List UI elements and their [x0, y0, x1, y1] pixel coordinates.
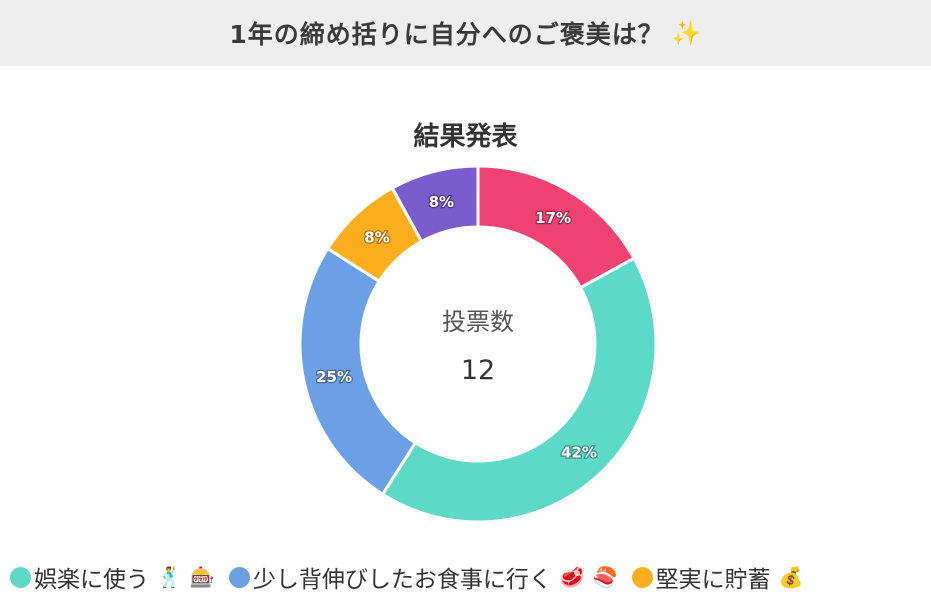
legend-item[interactable]: 娯楽に使う 🕺 🎰	[10, 560, 215, 594]
legend-item[interactable]: 堅実に貯蓄 💰	[631, 560, 804, 594]
vote-count-label: 投票数	[442, 308, 514, 336]
legend-item[interactable]: 少し背伸びしたお食事に行く 🥩 🍣	[228, 560, 618, 594]
slice-percent-label: 25%	[316, 368, 352, 386]
legend-label: 娯楽に使う	[34, 567, 149, 593]
legend-color-dot	[631, 566, 653, 588]
slice-percent-label: 8%	[364, 228, 389, 246]
slice-percent-label: 8%	[429, 193, 454, 211]
legend-emoji-icon: 💰	[778, 565, 804, 589]
legend-emoji-icon: 🎰	[189, 565, 215, 589]
legend-emoji-icon: 🍣	[592, 565, 618, 589]
donut-slice[interactable]	[390, 164, 480, 244]
donut-slice[interactable]	[380, 256, 658, 524]
legend-label: 堅実に貯蓄	[655, 567, 771, 593]
sparkles-icon: ✨	[671, 19, 702, 47]
donut-slice[interactable]	[298, 246, 418, 497]
legend-emoji-icon: 🕺	[157, 565, 182, 589]
legend-color-dot	[10, 566, 31, 588]
page-header: 1年の締め括りに自分へのご褒美は？ ✨	[0, 0, 931, 66]
vote-count-value: 12	[460, 355, 496, 386]
page-title: 1年の締め括りに自分へのご褒美は？	[229, 20, 664, 49]
legend-emoji-icon: 🥩	[559, 565, 585, 589]
slice-percent-label: 17%	[535, 209, 571, 227]
chart-title: 結果発表	[413, 122, 518, 152]
slice-percent-label: 42%	[561, 444, 597, 462]
legend-color-dot	[228, 566, 250, 588]
chart-legend: 娯楽に使う 🕺 🎰 少し背伸びしたお食事に行く 🥩 🍣 堅実に貯蓄 💰	[10, 557, 931, 597]
legend-label: 少し背伸びしたお食事に行く	[252, 567, 552, 593]
